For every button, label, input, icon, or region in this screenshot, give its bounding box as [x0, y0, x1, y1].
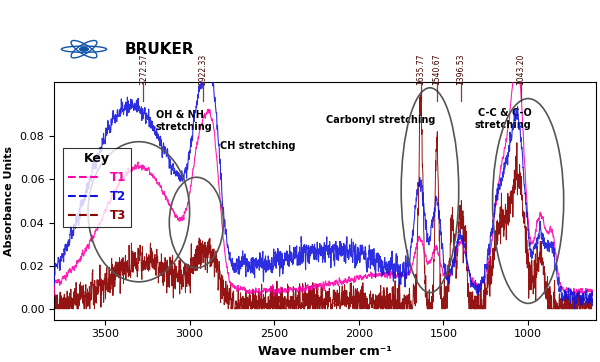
Text: OH & NH
stretching: OH & NH stretching — [156, 110, 212, 132]
Text: 1396.53: 1396.53 — [457, 53, 466, 85]
Text: CH stretching: CH stretching — [220, 140, 296, 151]
Text: C-C & C-O
stretching: C-C & C-O stretching — [475, 108, 532, 130]
Text: 2922.33: 2922.33 — [198, 53, 207, 85]
X-axis label: Wave number cm⁻¹: Wave number cm⁻¹ — [258, 345, 392, 358]
Circle shape — [80, 47, 88, 51]
Text: 1635.77: 1635.77 — [416, 53, 425, 85]
Text: Carbonyl stretching: Carbonyl stretching — [326, 115, 436, 125]
Text: 1043.20: 1043.20 — [517, 53, 526, 85]
Text: 1540.67: 1540.67 — [432, 53, 441, 85]
Text: 3272.57: 3272.57 — [139, 53, 148, 85]
Legend: T1, T2, T3: T1, T2, T3 — [63, 148, 131, 227]
Text: BRUKER: BRUKER — [125, 42, 194, 57]
Y-axis label: Absorbance Units: Absorbance Units — [4, 146, 14, 256]
